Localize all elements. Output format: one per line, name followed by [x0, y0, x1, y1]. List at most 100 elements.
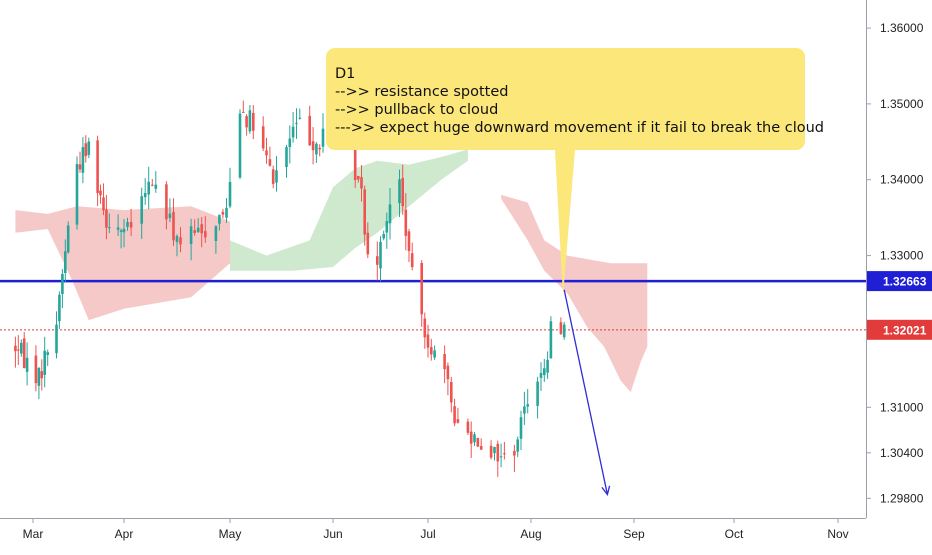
candle	[119, 228, 123, 249]
candle	[242, 100, 245, 113]
callout-line-1: D1	[335, 66, 355, 82]
candle	[466, 418, 470, 435]
candle	[446, 362, 450, 396]
candle	[523, 391, 526, 425]
x-tick-label: Jul	[420, 527, 435, 541]
candle	[46, 349, 49, 366]
candle	[14, 336, 17, 368]
candle	[450, 376, 453, 413]
y-tick-label: 1.31000	[880, 400, 924, 414]
candle	[423, 312, 427, 349]
candle	[549, 316, 553, 359]
candle	[22, 332, 26, 369]
x-tick-label: Nov	[827, 527, 848, 541]
candle	[105, 194, 108, 240]
candle	[473, 432, 476, 446]
candle	[261, 116, 265, 152]
candle	[87, 137, 91, 159]
candle	[37, 366, 41, 400]
candle	[204, 216, 207, 243]
last-price-price-tag	[867, 319, 932, 340]
candle	[265, 137, 268, 164]
projection-arrow-head	[601, 485, 611, 496]
candle	[179, 227, 182, 253]
y-tick-label: 1.33000	[880, 249, 924, 263]
y-tick-label: 1.35000	[880, 97, 924, 111]
candle	[285, 144, 288, 178]
candle	[189, 218, 193, 261]
candle	[321, 113, 325, 153]
candle	[40, 359, 44, 391]
candle	[298, 108, 302, 120]
candle	[315, 142, 318, 163]
candle	[228, 167, 232, 209]
candle	[407, 228, 411, 263]
candle	[214, 225, 218, 254]
callout-pointer	[555, 150, 575, 296]
candle	[496, 440, 500, 477]
candle	[385, 212, 389, 249]
candle	[360, 165, 363, 202]
candle	[433, 345, 436, 360]
candle	[401, 164, 404, 215]
candle	[404, 193, 408, 251]
candle	[55, 311, 58, 359]
candle	[129, 209, 133, 237]
candle	[64, 239, 67, 283]
candle	[443, 345, 446, 384]
candle	[172, 198, 175, 246]
candle	[562, 321, 566, 340]
candle	[140, 187, 143, 239]
candle	[108, 213, 111, 233]
candle	[288, 125, 292, 164]
cloud-segment-3	[501, 194, 648, 393]
candle	[122, 219, 126, 248]
candle	[271, 165, 275, 189]
candle	[116, 214, 120, 236]
annotation-callout[interactable]: D1 -->> resistance spotted -->> pullback t…	[326, 48, 824, 296]
candle	[311, 127, 315, 165]
candle	[295, 108, 298, 139]
candle	[221, 208, 225, 219]
candle	[398, 169, 401, 217]
candle	[426, 324, 430, 358]
candle	[66, 221, 70, 254]
candle	[34, 345, 38, 392]
candle	[78, 151, 82, 173]
candle	[543, 359, 546, 382]
time-axis-panel[interactable]	[0, 518, 866, 550]
resistance-price-tag	[867, 271, 932, 292]
candle	[126, 217, 129, 231]
candle	[154, 171, 158, 193]
candle	[193, 219, 196, 236]
callout-box[interactable]	[326, 48, 805, 150]
candle	[456, 407, 460, 424]
candle	[430, 338, 433, 361]
callout-line-2: -->> resistance spotted	[335, 84, 508, 100]
candle	[84, 135, 88, 163]
candle	[75, 156, 79, 230]
candle	[476, 437, 480, 448]
candle	[493, 446, 496, 461]
candle	[252, 105, 255, 140]
candle	[25, 342, 29, 386]
y-tick-label: 1.30400	[880, 446, 924, 460]
candle	[61, 269, 64, 309]
x-tick-label: Jun	[323, 527, 342, 541]
candle	[20, 339, 23, 357]
candle	[469, 421, 473, 458]
candle	[559, 317, 563, 335]
candle	[499, 443, 503, 468]
candle	[363, 185, 366, 246]
candle	[248, 105, 252, 134]
y-tick-label: 1.36000	[880, 21, 924, 35]
candle	[519, 410, 523, 450]
candle	[81, 137, 85, 184]
resistance-price-label: 1.32663	[883, 275, 927, 289]
projection-arrow[interactable]	[563, 289, 609, 495]
candle	[143, 178, 147, 205]
projection-arrow-group	[563, 289, 611, 496]
